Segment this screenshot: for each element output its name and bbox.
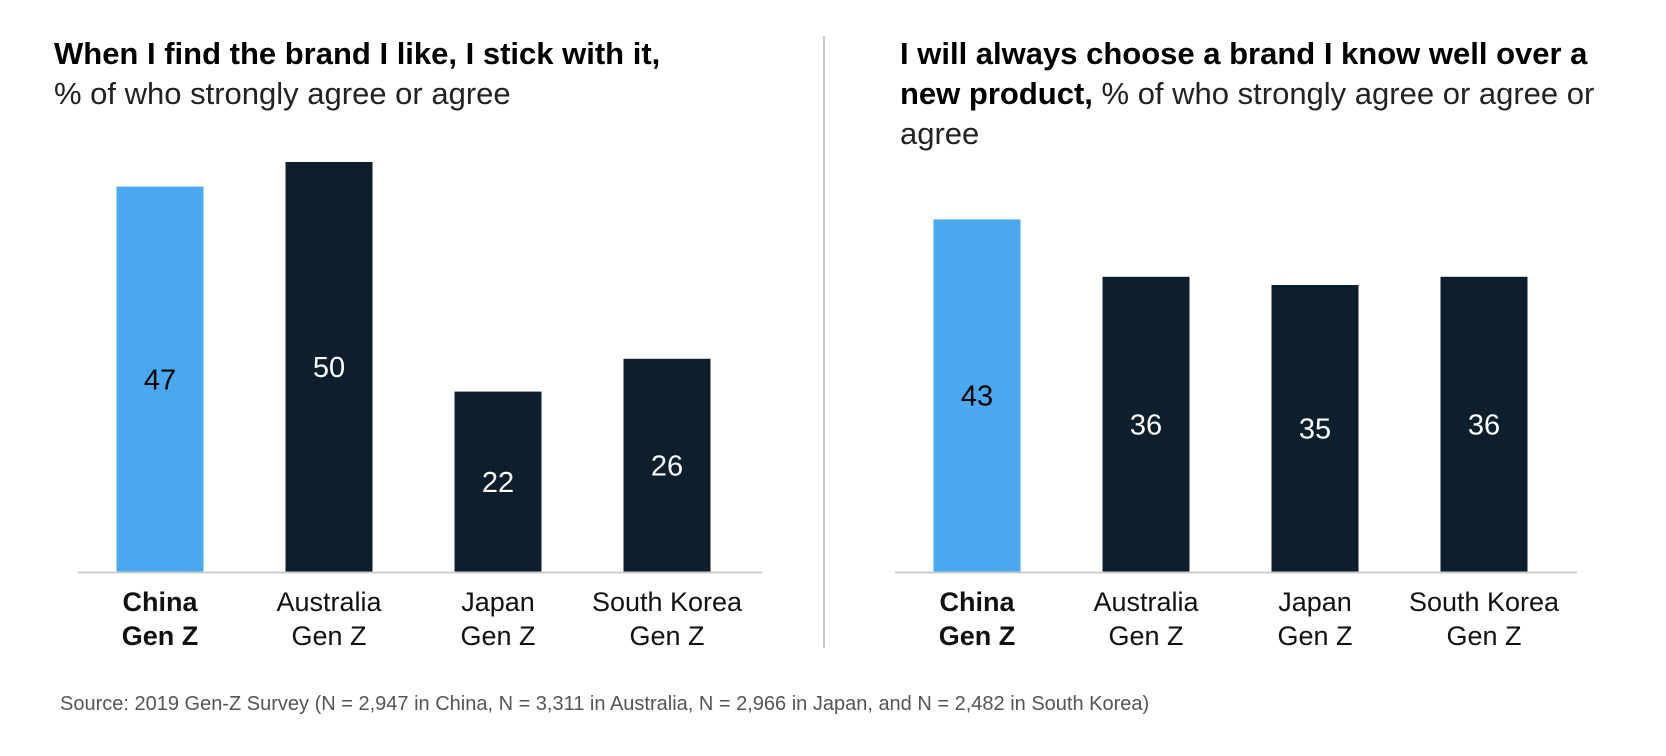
category-label-line1-1-3: South Korea xyxy=(1409,587,1560,617)
left-chart-title: When I find the brand I like, I stick wi… xyxy=(54,34,774,114)
bar-0-0 xyxy=(116,186,204,572)
category-label-line2-0-1: Gen Z xyxy=(291,621,366,651)
right-chart-title: I will always choose a brand I know well… xyxy=(900,34,1620,154)
right-chart-panel: I will always choose a brand I know well… xyxy=(815,0,1666,660)
source-note: Source: 2019 Gen-Z Survey (N = 2,947 in … xyxy=(60,693,1150,715)
bar-value-label-0-0: 47 xyxy=(144,364,176,396)
right-bar-chart: 43 China Gen Z 36 Australia Gen Z 35 Japan Gen Z… xyxy=(895,219,1577,651)
category-label-line1-1-0: China xyxy=(939,587,1015,617)
bar-1-3 xyxy=(1440,276,1528,572)
category-label-line1-1-1: Australia xyxy=(1093,587,1199,617)
bar-0-2 xyxy=(454,391,542,572)
category-label-line1-0-3: South Korea xyxy=(592,587,743,617)
category-label-line2-0-3: Gen Z xyxy=(629,621,704,651)
left-chart-panel: When I find the brand I like, I stick wi… xyxy=(0,0,815,660)
bar-value-label-1-0: 43 xyxy=(961,381,993,413)
left-chart-title-bold: When I find the brand I like, I stick wi… xyxy=(54,36,661,71)
right-chart-title-subtitle: % of who strongly agree or agree or agre… xyxy=(900,76,1595,151)
category-label-line2-1-1: Gen Z xyxy=(1108,621,1183,651)
category-label-line2-1-0: Gen Z xyxy=(939,621,1016,651)
bar-1-2 xyxy=(1271,285,1359,572)
bar-value-label-1-1: 36 xyxy=(1130,409,1162,441)
bar-1-1 xyxy=(1102,276,1190,572)
bar-value-label-0-1: 50 xyxy=(313,352,345,384)
category-label-line1-0-1: Australia xyxy=(276,587,382,617)
bar-1-0 xyxy=(933,219,1021,572)
bar-0-1 xyxy=(285,162,373,572)
panel-divider xyxy=(823,36,825,648)
category-label-line2-1-3: Gen Z xyxy=(1446,621,1521,651)
left-bar-chart: 47 China Gen Z 50 Australia Gen Z 22 Japan Gen Z… xyxy=(78,162,762,651)
category-label-line2-1-2: Gen Z xyxy=(1277,621,1352,651)
category-label-line2-0-0: Gen Z xyxy=(122,621,199,651)
category-label-line1-1-2: Japan xyxy=(1278,587,1352,617)
bar-value-label-1-2: 35 xyxy=(1299,414,1331,446)
bar-value-label-0-3: 26 xyxy=(651,450,683,482)
category-label-line1-0-2: Japan xyxy=(461,587,535,617)
category-label-line2-0-2: Gen Z xyxy=(460,621,535,651)
category-label-line1-0-0: China xyxy=(122,587,198,617)
right-chart-title-bold: I will always choose a brand I know well… xyxy=(900,36,1588,111)
bar-value-label-0-2: 22 xyxy=(482,467,514,499)
bar-0-3 xyxy=(623,358,711,572)
bar-value-label-1-3: 36 xyxy=(1468,409,1500,441)
left-chart-title-subtitle: % of who strongly agree or agree xyxy=(54,76,511,111)
